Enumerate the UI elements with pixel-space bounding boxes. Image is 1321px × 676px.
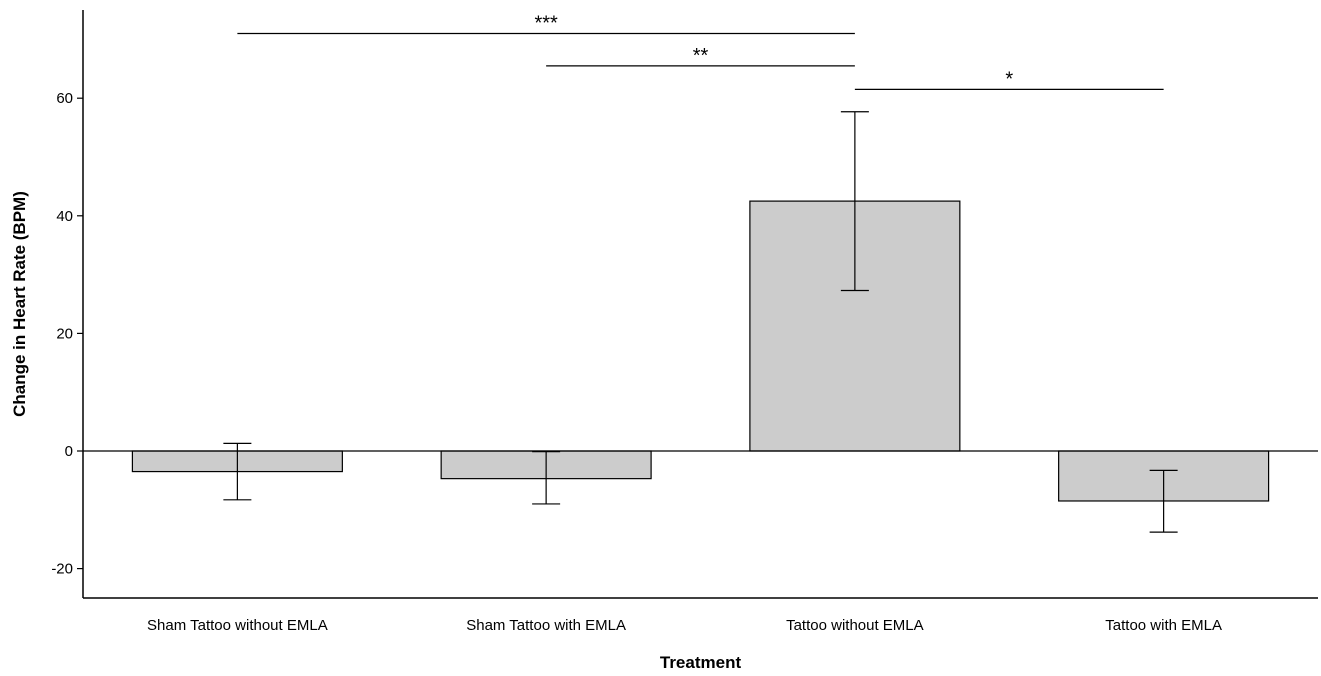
significance-brackets: ****** — [237, 13, 1164, 90]
y-tick-label: -20 — [51, 561, 73, 578]
bars — [131, 200, 1270, 502]
error-bars — [223, 111, 1178, 533]
x-category-label: Tattoo without EMLA — [786, 617, 924, 634]
y-tick-label: 0 — [65, 443, 73, 460]
x-category-label: Sham Tattoo without EMLA — [147, 617, 328, 634]
y-axis-ticks: -20 0 20 40 60 — [51, 90, 83, 578]
x-axis-category-labels: Sham Tattoo without EMLA Sham Tattoo with… — [147, 617, 1222, 634]
significance-label: *** — [534, 13, 558, 35]
x-category-label: Tattoo with EMLA — [1105, 617, 1222, 634]
y-tick-label: 40 — [56, 208, 73, 225]
y-axis-title: Change in Heart Rate (BPM) — [10, 191, 29, 417]
significance-label: * — [1005, 68, 1013, 90]
y-tick-label: 60 — [56, 90, 73, 107]
x-category-label: Sham Tattoo with EMLA — [466, 617, 626, 634]
significance-label: ** — [693, 45, 709, 67]
x-axis-title: Treatment — [660, 653, 742, 672]
y-tick-label: 20 — [56, 325, 73, 342]
